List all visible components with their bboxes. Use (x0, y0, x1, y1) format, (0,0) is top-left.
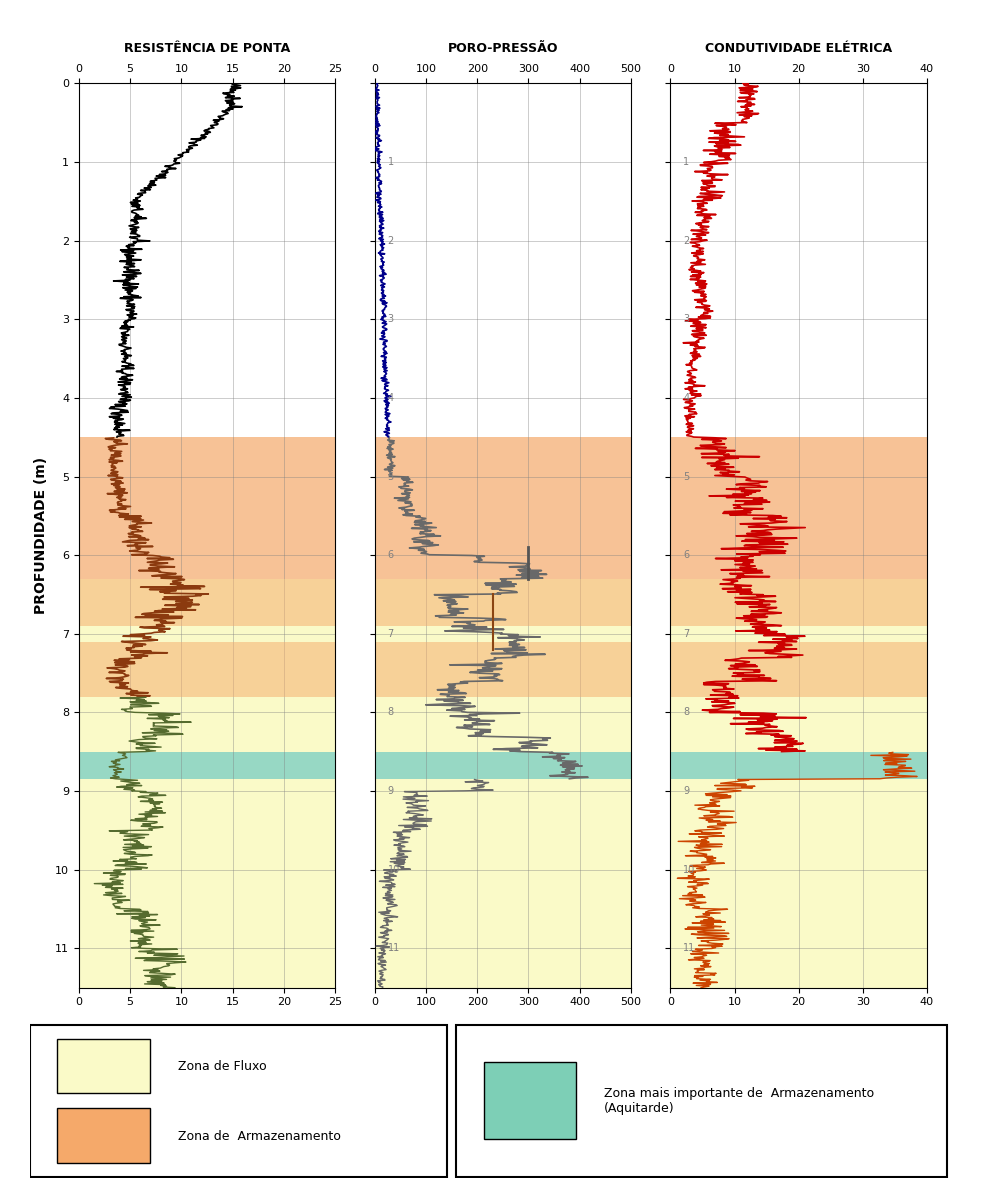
Bar (670, 641, 927, 696)
Text: 8: 8 (683, 707, 689, 718)
Bar (79, 641, 335, 696)
Bar (79, 578, 335, 752)
Text: 5: 5 (387, 471, 393, 482)
Bar (670, 578, 927, 626)
Text: qₜ (MPa): qₜ (MPa) (177, 1023, 237, 1036)
Y-axis label: PROFUNDIDADE (m): PROFUNDIDADE (m) (35, 457, 48, 614)
FancyBboxPatch shape (484, 1061, 577, 1140)
Bar (79, 752, 335, 779)
Bar (375, 779, 631, 988)
Text: 3: 3 (387, 314, 393, 324)
Text: 4: 4 (683, 393, 689, 403)
Text: 3: 3 (683, 314, 689, 324)
Bar (375, 641, 631, 696)
Bar (670, 779, 927, 988)
Bar (670, 752, 927, 779)
Bar (670, 578, 927, 752)
Text: 6: 6 (683, 550, 689, 560)
Text: 11: 11 (387, 944, 399, 953)
Title: PORO-PRESSÃO: PORO-PRESSÃO (448, 43, 558, 56)
Text: 9: 9 (683, 787, 689, 796)
Bar (375, 578, 631, 752)
Text: 10: 10 (387, 865, 399, 875)
Text: 8: 8 (387, 707, 393, 718)
Bar (79, 779, 335, 988)
Bar (670, 83, 927, 437)
Title: RESISTÊNCIA DE PONTA: RESISTÊNCIA DE PONTA (124, 43, 290, 56)
Text: 7: 7 (683, 628, 689, 639)
Bar (375, 83, 631, 437)
Bar (79, 83, 335, 437)
Bar (375, 752, 631, 779)
Bar (670, 437, 927, 578)
Text: 11: 11 (683, 944, 695, 953)
Text: Zona de  Armazenamento: Zona de Armazenamento (177, 1129, 341, 1142)
Text: 9: 9 (387, 787, 393, 796)
Text: 4: 4 (387, 393, 393, 403)
Bar (375, 437, 631, 578)
Title: CONDUTIVIDADE ELÉTRICA: CONDUTIVIDADE ELÉTRICA (705, 43, 892, 56)
FancyBboxPatch shape (456, 1025, 948, 1177)
Text: Zona mais importante de  Armazenamento
(Aquitarde): Zona mais importante de Armazenamento (A… (604, 1086, 875, 1115)
Text: 1: 1 (683, 157, 689, 167)
FancyBboxPatch shape (57, 1039, 150, 1092)
Text: 5: 5 (683, 471, 689, 482)
Bar (79, 437, 335, 578)
Text: 10: 10 (683, 865, 695, 875)
Bar (375, 578, 631, 626)
Text: u2 (KPa): u2 (KPa) (472, 1023, 533, 1036)
FancyBboxPatch shape (30, 1025, 447, 1177)
Text: 1: 1 (387, 157, 393, 167)
Text: 6: 6 (387, 550, 393, 560)
Text: EC (mS/m): EC (mS/m) (762, 1023, 835, 1036)
FancyBboxPatch shape (57, 1109, 150, 1163)
Text: Zona de Fluxo: Zona de Fluxo (177, 1060, 266, 1073)
Text: 2: 2 (683, 236, 689, 245)
Text: 7: 7 (387, 628, 393, 639)
Text: 2: 2 (387, 236, 393, 245)
Bar (79, 578, 335, 626)
